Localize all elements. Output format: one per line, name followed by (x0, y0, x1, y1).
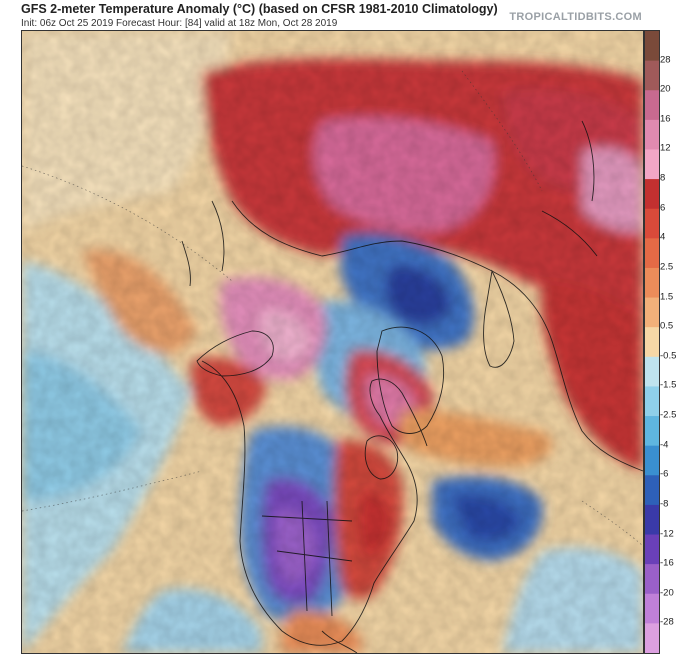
colorbar-swatch (645, 534, 659, 565)
colorbar-swatch (645, 445, 659, 476)
colorbar-swatch (645, 564, 659, 595)
colorbar-tick-label: 2.5 (660, 261, 674, 273)
colorbar-swatch (645, 208, 659, 239)
colorbar-tick-label: -0.5 (660, 350, 677, 362)
colorbar-swatch (645, 593, 659, 624)
colorbar-swatch (645, 267, 659, 299)
colorbar-tick-label: 1.5 (660, 291, 674, 303)
colorbar-swatch (645, 386, 659, 417)
colorbar-tick-label: -20 (660, 587, 674, 599)
colorbar-tick-label: -1.5 (660, 379, 677, 391)
graticule (22, 70, 643, 547)
colorbar-swatch (645, 119, 659, 150)
colorbar-tick-label: -8 (660, 498, 669, 510)
colorbar-swatch (645, 60, 659, 91)
colorbar-tick-label: -16 (660, 557, 674, 569)
colorbar-swatch (645, 31, 659, 62)
brand-watermark: TROPICALTIDBITS.COM (509, 11, 642, 23)
colorbar-swatch (645, 179, 659, 210)
colorbar-swatches (645, 31, 659, 654)
colorbar-tick-label: 12 (660, 142, 671, 154)
colorbar-swatch (645, 149, 659, 180)
colorbar-tick-label: -2.5 (660, 409, 677, 421)
map-canvas (22, 31, 643, 653)
colorbar-tick-label: -28 (660, 616, 674, 628)
colorbar (644, 30, 660, 654)
colorbar-swatch (645, 297, 659, 328)
colorbar-tick-label: 8 (660, 172, 666, 184)
colorbar-tick-label: 4 (660, 231, 666, 243)
colorbar-swatch (645, 90, 659, 121)
colorbar-swatch (645, 356, 659, 387)
colorbar-tick-label: -12 (660, 528, 674, 540)
colorbar-swatch (645, 623, 659, 654)
colorbar-tick-label: -4 (660, 439, 669, 451)
colorbar-tick-label: 0.5 (660, 320, 674, 332)
colorbar-swatch (645, 504, 659, 536)
colorbar-swatch (645, 327, 659, 358)
map-title: GFS 2-meter Temperature Anomaly (°C) (ba… (21, 2, 498, 16)
colorbar-swatch (645, 475, 659, 506)
colorbar-tick-label: -6 (660, 468, 669, 480)
colorbar-tick-label: 6 (660, 202, 666, 214)
map-subtitle: Init: 06z Oct 25 2019 Forecast Hour: [84… (21, 18, 338, 29)
colorbar-tick-label: 28 (660, 54, 671, 66)
colorbar-swatch (645, 238, 659, 269)
colorbar-tick-label: 16 (660, 113, 671, 125)
coastlines (181, 120, 643, 653)
colorbar-swatch (645, 416, 659, 447)
temperature-anomaly-map (21, 30, 644, 654)
colorbar-tick-label: 20 (660, 83, 671, 95)
